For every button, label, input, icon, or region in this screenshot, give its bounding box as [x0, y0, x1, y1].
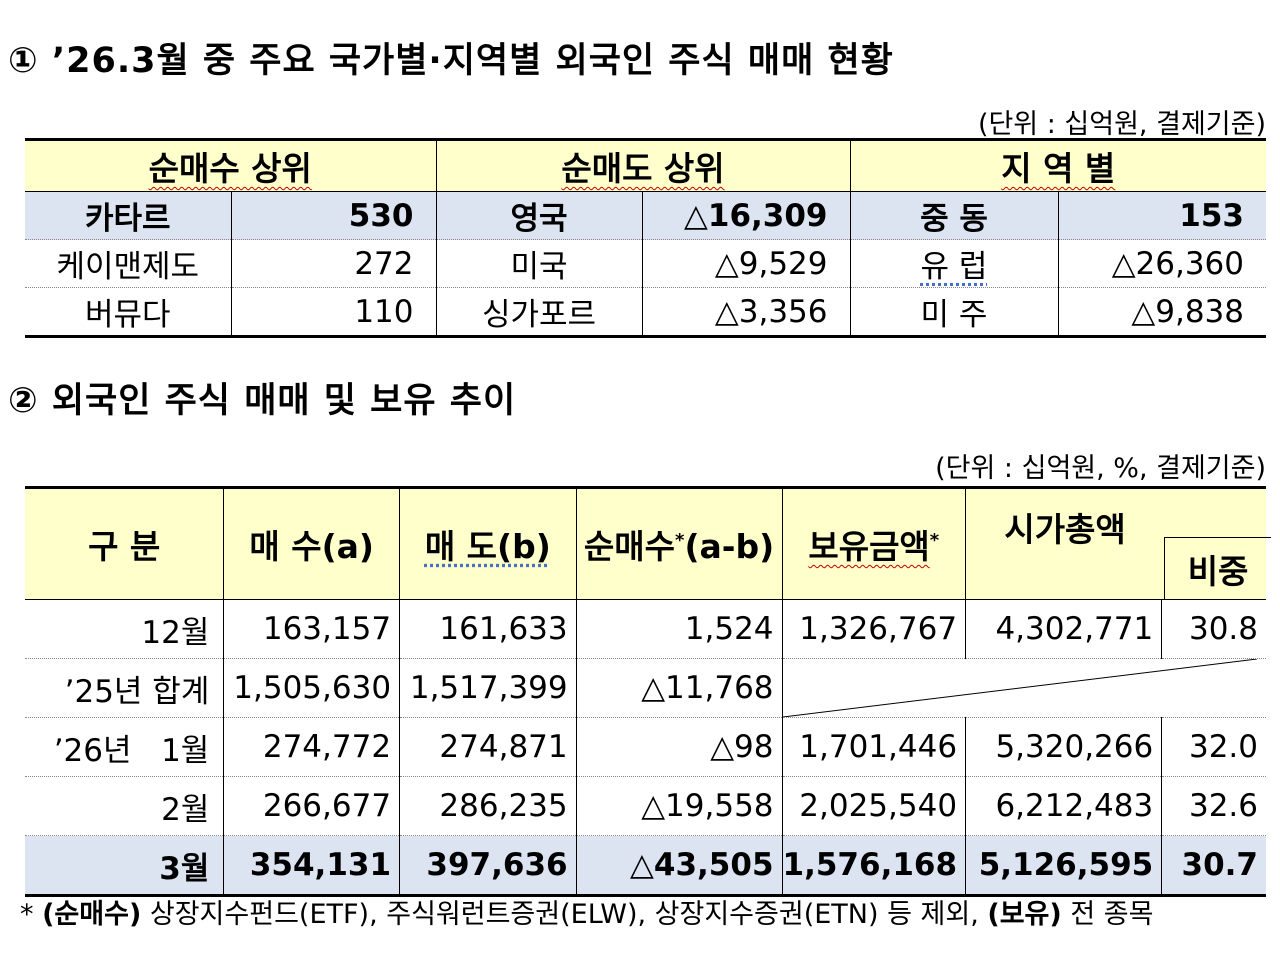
region-name: 미 주	[849, 287, 1058, 338]
footnote-star: *	[20, 899, 43, 930]
holding-value: 1,701,446	[781, 717, 966, 777]
market-cap-value: 4,302,771	[965, 599, 1162, 659]
market-cap-value: 5,126,595	[965, 835, 1162, 897]
sell-country: 싱가포르	[435, 287, 642, 338]
net-value: △19,558	[575, 776, 783, 836]
holding-value: 1,576,168	[781, 835, 966, 897]
buy-value: 272	[230, 239, 436, 288]
table-header-row: 구 분 매 수(a) 매 도(b) 순매수*(a-b) 보유금액* 시가총액 비…	[25, 486, 1272, 600]
empty-diagonal-cell	[781, 658, 1266, 718]
row-label: 3월	[25, 835, 224, 897]
table-row: 3월 354,131 397,636 △43,505 1,576,168 5,1…	[25, 835, 1266, 897]
header-holding: 보유금액*	[781, 486, 966, 600]
sell-value: 397,636	[399, 835, 577, 897]
table-row: 카타르 530 영국 △16,309 중 동 153	[25, 191, 1266, 240]
table-row: 2월 266,677 286,235 △19,558 2,025,540 6,2…	[25, 776, 1266, 836]
ratio-value: 32.6	[1161, 776, 1266, 836]
row-label: ’26년 1월	[25, 717, 224, 777]
header-net-buy-top: 순매수 상위	[25, 138, 436, 192]
region-value: △26,360	[1057, 239, 1266, 288]
buy-value: 266,677	[223, 776, 400, 836]
sell-value: 161,633	[399, 599, 577, 659]
section1-title: ① ’26.3월 중 주요 국가별·지역별 외국인 주식 매매 현황	[8, 41, 894, 81]
market-cap-value: 6,212,483	[965, 776, 1162, 836]
buy-value: 110	[230, 287, 436, 338]
trading-holding-table: 구 분 매 수(a) 매 도(b) 순매수*(a-b) 보유금액* 시가총액 비…	[25, 486, 1272, 897]
market-cap-value: 5,320,266	[965, 717, 1162, 777]
footnote-bold-net-buy: (순매수)	[42, 899, 142, 930]
header-category: 구 분	[25, 486, 224, 600]
ratio-value: 32.0	[1161, 717, 1266, 777]
table-row: 케이맨제도 272 미국 △9,529 유 럽 △26,360	[25, 239, 1266, 288]
header-sell: 매 도(b)	[399, 486, 577, 600]
buy-value: 1,505,630	[223, 658, 400, 718]
footnote-text-2: 전 종목	[1061, 899, 1154, 930]
table-row: ’25년 합계 1,505,630 1,517,399 △11,768	[25, 658, 1266, 718]
section2-title: ② 외국인 주식 매매 및 보유 추이	[8, 381, 517, 421]
sell-value: △16,309	[641, 191, 850, 240]
buy-value: 354,131	[223, 835, 400, 897]
section2-unit: (단위 : 십억원, %, 결제기준)	[935, 453, 1266, 484]
diagonal-line	[782, 659, 1257, 717]
footnote-bold-holding: (보유)	[987, 899, 1062, 930]
footnote: * (순매수) 상장지수펀드(ETF), 주식워런트증권(ELW), 상장지수증…	[20, 892, 1153, 931]
region-value: 153	[1057, 191, 1266, 240]
row-label: 12월	[25, 599, 224, 659]
row-label: 2월	[161, 791, 210, 828]
buy-value: 274,772	[223, 717, 400, 777]
header-by-region: 지 역 별	[849, 138, 1266, 192]
ratio-label: 비중	[1164, 537, 1272, 600]
buy-country: 버뮤다	[25, 287, 231, 338]
footnote-text-1: 상장지수펀드(ETF), 주식워런트증권(ELW), 상장지수증권(ETN) 등…	[141, 899, 988, 930]
net-value: △11,768	[575, 658, 783, 718]
region-name: 중 동	[849, 191, 1058, 240]
net-value: △43,505	[575, 835, 783, 897]
ratio-value: 30.7	[1161, 835, 1266, 897]
region-value: △9,838	[1057, 287, 1266, 338]
table-row: 버뮤다 110 싱가포르 △3,356 미 주 △9,838	[25, 287, 1266, 338]
buy-country: 케이맨제도	[25, 239, 231, 288]
net-value: 1,524	[575, 599, 783, 659]
sell-value: 286,235	[399, 776, 577, 836]
header-net-sell-top: 순매도 상위	[435, 138, 850, 192]
holding-value: 2,025,540	[781, 776, 966, 836]
header-buy: 매 수(a)	[223, 486, 400, 600]
header-market-cap: 시가총액 비중	[965, 486, 1272, 600]
holding-value: 1,326,767	[781, 599, 966, 659]
buy-value: 163,157	[223, 599, 400, 659]
buy-country: 카타르	[25, 191, 231, 240]
net-value: △98	[575, 717, 783, 777]
sell-value: 274,871	[399, 717, 577, 777]
sell-country: 영국	[435, 191, 642, 240]
sell-value: 1,517,399	[399, 658, 577, 718]
country-region-table: 순매수 상위 순매도 상위 지 역 별 카타르 530 영국 △16,309 중…	[25, 138, 1266, 338]
ratio-value: 30.8	[1161, 599, 1266, 659]
region-name: 유 럽	[849, 239, 1058, 288]
section1-unit: (단위 : 십억원, 결제기준)	[977, 109, 1266, 140]
table-row: 12월 163,157 161,633 1,524 1,326,767 4,30…	[25, 599, 1266, 659]
buy-value: 530	[230, 191, 436, 240]
table-row: ’26년 1월 274,772 274,871 △98 1,701,446 5,…	[25, 717, 1266, 777]
sell-country: 미국	[435, 239, 642, 288]
header-net-buy: 순매수*(a-b)	[575, 486, 783, 600]
sell-value: △3,356	[641, 287, 850, 338]
sell-value: △9,529	[641, 239, 850, 288]
market-cap-label: 시가총액	[1004, 510, 1126, 549]
table-header-row: 순매수 상위 순매도 상위 지 역 별	[25, 138, 1266, 192]
row-label: ’25년 합계	[25, 658, 224, 718]
